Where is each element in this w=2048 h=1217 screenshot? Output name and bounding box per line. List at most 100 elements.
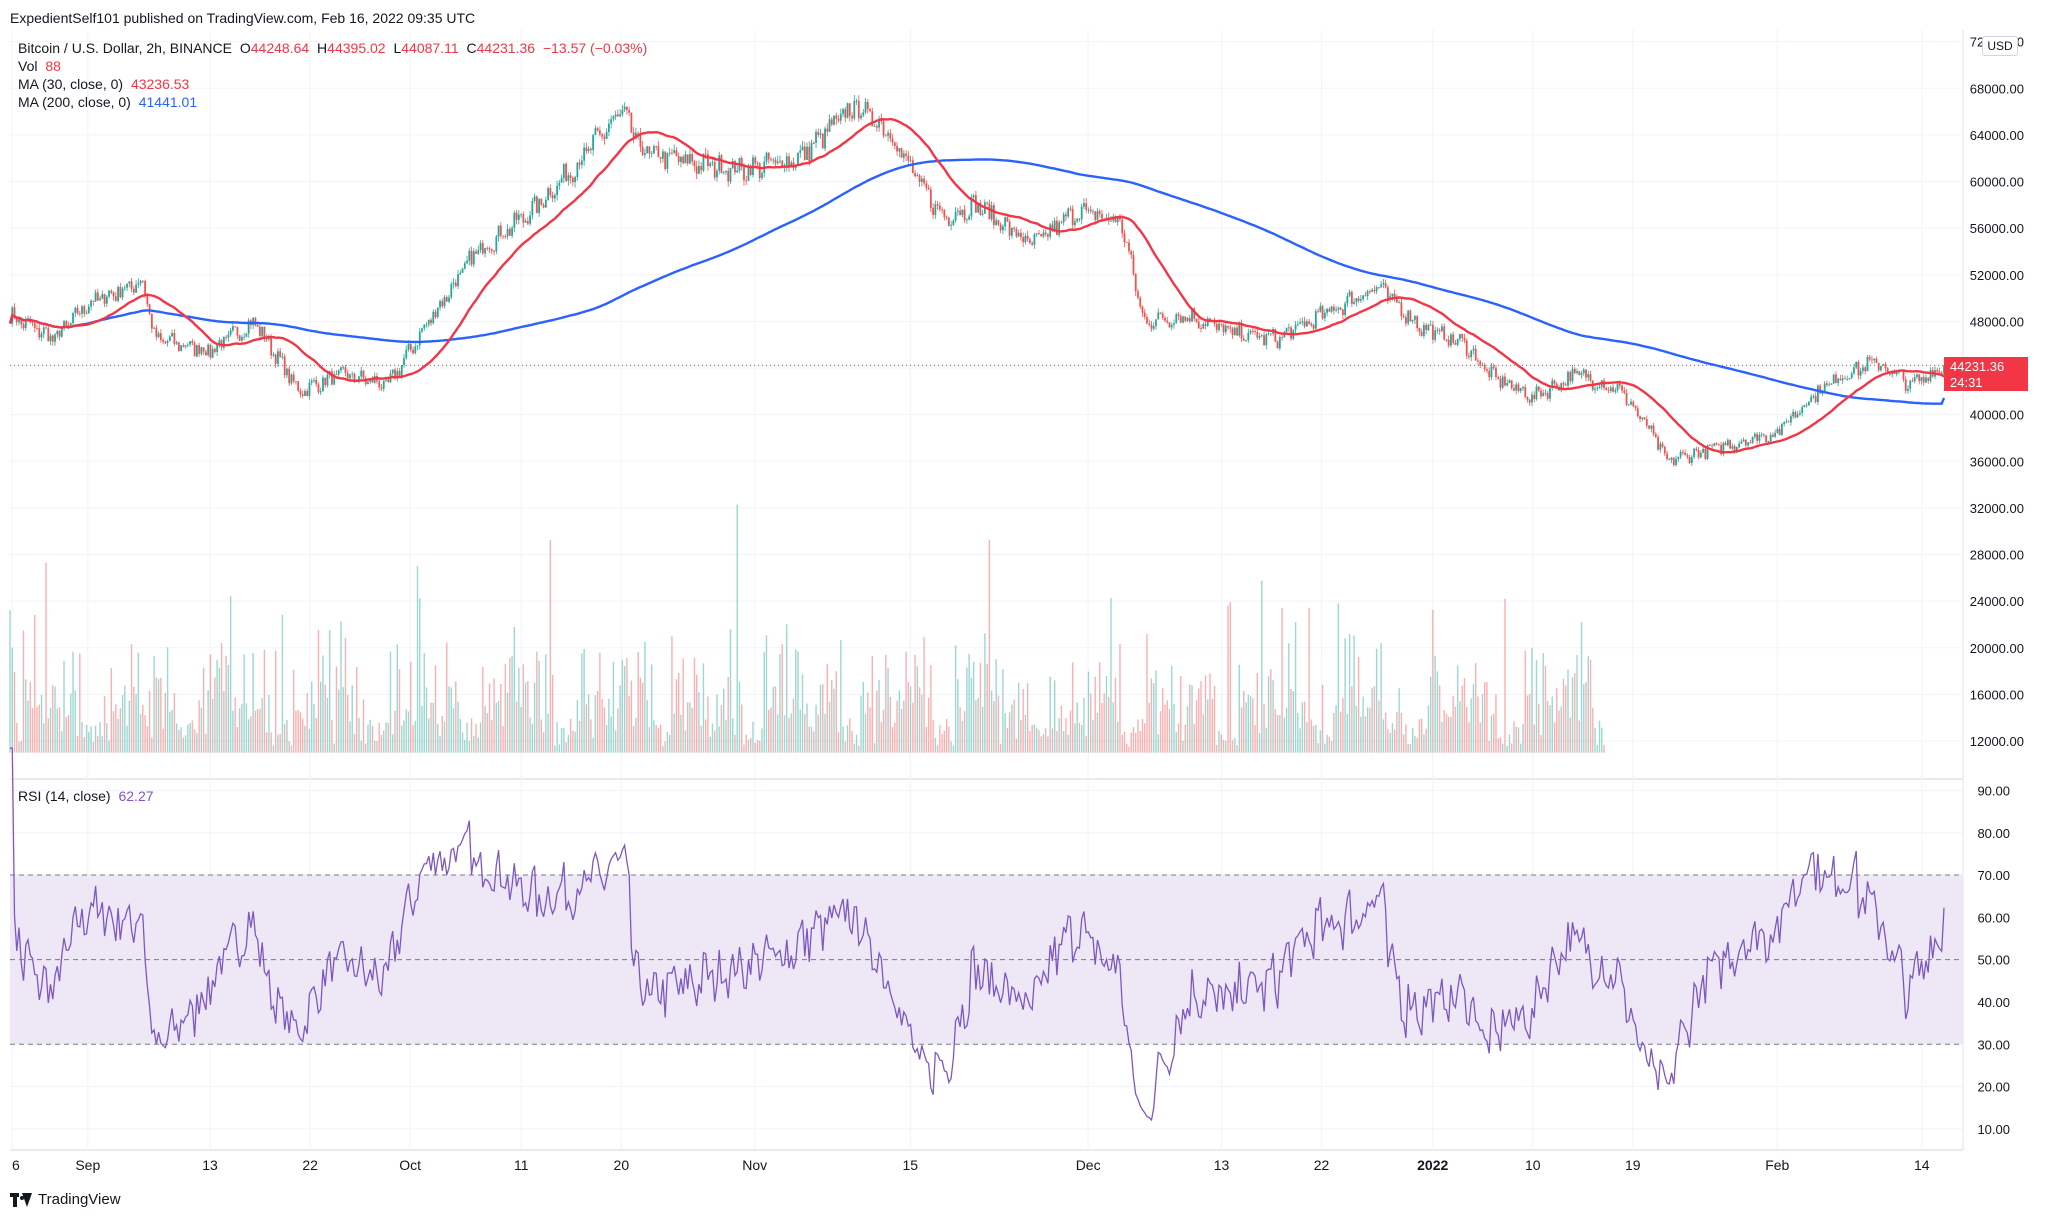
candle-body — [1398, 302, 1401, 303]
candle-body — [1423, 325, 1425, 336]
candle-body — [1465, 340, 1468, 356]
volume-bar — [142, 704, 144, 753]
volume-bar — [1186, 706, 1189, 753]
candle-body — [405, 349, 408, 359]
volume-bar — [121, 694, 124, 753]
candle-body — [594, 128, 597, 135]
volume-bar — [531, 723, 534, 753]
volume-bar — [1211, 698, 1213, 753]
volume-bar — [83, 737, 85, 753]
candle-body — [1925, 377, 1927, 383]
candle-body — [60, 327, 63, 337]
candle-body — [515, 212, 518, 220]
volume-bar — [680, 714, 682, 753]
candle-body — [765, 152, 768, 162]
symbol-label[interactable]: Bitcoin / U.S. Dollar, 2h, BINANCE — [18, 40, 232, 56]
candle-body — [1515, 384, 1518, 391]
volume-bar — [259, 708, 261, 753]
volume-bar — [1560, 706, 1562, 753]
low-label: L — [393, 40, 402, 56]
volume-bar — [398, 669, 401, 753]
ma30-label[interactable]: MA (30, close, 0) — [18, 76, 124, 92]
volume-bar — [750, 738, 752, 753]
candle-body — [310, 380, 313, 383]
candle-body — [1486, 369, 1488, 371]
volume-bar — [1596, 744, 1598, 753]
open-label: O — [239, 40, 251, 56]
candle-body — [1006, 217, 1009, 222]
footer-brand[interactable]: TradingView — [38, 1191, 121, 1208]
candle-body — [132, 288, 135, 293]
candle-body — [846, 103, 849, 118]
candle-body — [421, 328, 423, 332]
volume-bar — [11, 647, 13, 753]
volume-label[interactable]: Vol — [18, 58, 38, 74]
rsi-tick-label: 50.00 — [1977, 953, 2010, 968]
volume-bar — [536, 651, 538, 753]
volume-bar — [88, 732, 90, 753]
volume-bar — [236, 727, 239, 753]
candle-body — [130, 281, 133, 289]
volume-bar — [272, 745, 275, 753]
candle-body — [342, 367, 345, 369]
volume-bar — [732, 718, 734, 753]
volume-bar — [986, 664, 988, 753]
volume-bar — [693, 657, 696, 753]
candle-body — [1744, 439, 1747, 446]
candle-body — [1060, 222, 1063, 224]
candle-body — [1654, 434, 1657, 437]
volume-bar — [871, 656, 874, 753]
candle-body — [785, 156, 788, 167]
candle-body — [1276, 341, 1279, 349]
tradingview-logo-icon[interactable] — [10, 1192, 32, 1207]
candle-body — [610, 119, 613, 124]
volume-bar — [1222, 739, 1225, 753]
volume-bar — [1562, 678, 1565, 753]
candle-body — [1866, 356, 1869, 372]
volume-bar — [810, 726, 813, 753]
candle-body — [1155, 319, 1157, 327]
volume-bar — [34, 614, 36, 753]
candle-body — [1296, 324, 1299, 325]
volume-bar — [297, 710, 299, 753]
volume-bar — [1524, 650, 1526, 753]
volume-bar — [335, 666, 338, 753]
rsi-label[interactable]: RSI (14, close) — [18, 788, 111, 804]
candle-body — [1573, 368, 1576, 373]
volume-bar — [486, 713, 489, 753]
candle-body — [1636, 408, 1639, 417]
volume-bar — [1576, 655, 1578, 753]
volume-bar — [515, 701, 518, 753]
candle-body — [1468, 355, 1470, 358]
candle-body — [871, 111, 874, 127]
volume-bar — [1407, 743, 1409, 753]
candle-body — [709, 163, 712, 167]
volume-bar — [522, 664, 525, 753]
candle-body — [1305, 321, 1308, 327]
candle-body — [22, 324, 25, 328]
volume-bar — [885, 654, 887, 753]
candle-body — [36, 327, 38, 329]
candle-body — [513, 212, 516, 228]
candle-body — [986, 202, 989, 204]
candle-body — [929, 189, 932, 209]
volume-bar — [1056, 731, 1058, 753]
candle-body — [135, 284, 137, 293]
volume-bar — [1526, 695, 1529, 753]
volume-bar — [20, 740, 22, 753]
candle-body — [1301, 321, 1304, 323]
volume-bar — [979, 662, 982, 753]
candle-body — [695, 166, 698, 174]
volume-bar — [511, 655, 513, 753]
volume-bar — [1427, 705, 1430, 753]
volume-bar — [1148, 702, 1150, 753]
candle-body — [1864, 367, 1867, 372]
volume-bar — [1213, 685, 1216, 753]
volume-bar — [867, 692, 869, 753]
volume-bar — [378, 722, 380, 753]
volume-bar — [1294, 622, 1297, 753]
volume-bar — [432, 702, 434, 753]
ma200-label[interactable]: MA (200, close, 0) — [18, 94, 131, 110]
currency-badge[interactable]: USD — [1982, 36, 2018, 56]
